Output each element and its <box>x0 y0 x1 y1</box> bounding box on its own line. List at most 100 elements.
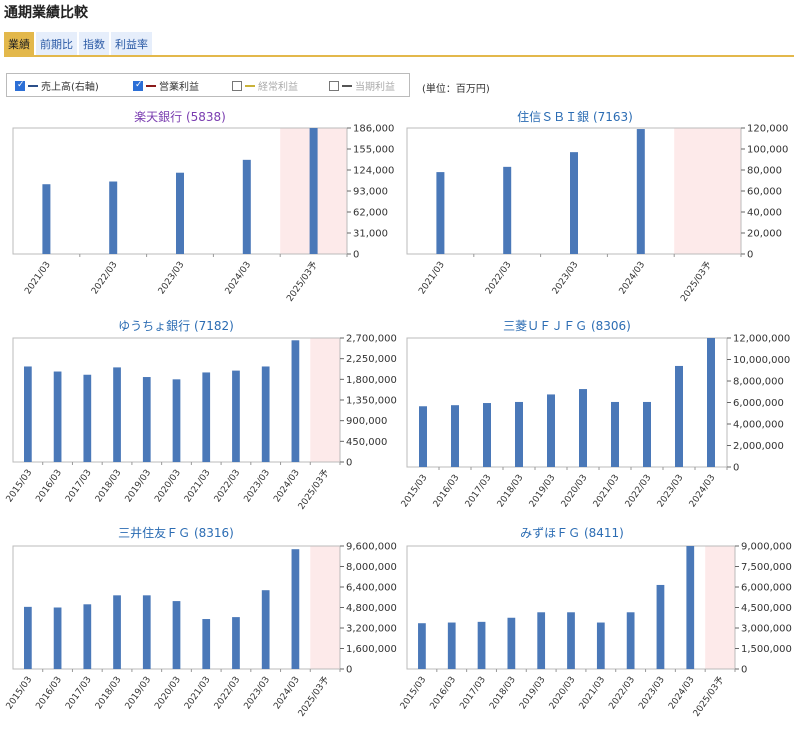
legend-item-operating-profit[interactable]: 営業利益 <box>133 78 199 93</box>
bar <box>686 546 695 669</box>
operating-profit-checkbox[interactable] <box>133 80 143 91</box>
y-tick-label: 1,800,000 <box>346 375 397 386</box>
x-tick-label: 2023/03 <box>243 468 273 504</box>
bar <box>626 612 635 669</box>
y-tick-label: 31,000 <box>353 229 388 240</box>
y-tick-label: 450,000 <box>346 437 387 448</box>
y-tick-label: 6,400,000 <box>346 583 397 594</box>
legend-item-net-profit[interactable]: 当期利益 <box>329 78 395 93</box>
y-tick-label: 9,000,000 <box>741 542 792 553</box>
bar <box>261 366 270 462</box>
y-tick-label: 100,000 <box>747 145 788 156</box>
chart-title: 三井住友ＦＧ (8316) <box>118 526 234 540</box>
net-profit-checkbox[interactable] <box>329 80 339 91</box>
x-tick-label: 2019/03 <box>124 675 154 711</box>
bar <box>83 604 92 669</box>
x-tick-label: 2017/03 <box>458 675 488 711</box>
x-tick-label: 2021/03 <box>183 468 213 504</box>
bar <box>242 159 251 254</box>
bar <box>53 607 62 669</box>
sales-checkbox[interactable] <box>15 80 25 91</box>
chart-panel-0: 楽天銀行 (5838) 186,000 155,000 124,000 93,000 62… <box>12 110 394 304</box>
forecast-region <box>705 546 735 669</box>
y-tick-label: 60,000 <box>747 187 782 198</box>
x-tick-label: 2017/03 <box>64 468 94 504</box>
x-tick-label: 2018/03 <box>94 675 124 711</box>
x-tick-label: 2021/03 <box>23 260 53 296</box>
x-tick-label: 2016/03 <box>34 468 64 504</box>
net-profit-line-swatch <box>342 84 352 87</box>
x-tick-label: 2024/03 <box>272 675 302 711</box>
y-tick-label: 8,000,000 <box>346 562 397 573</box>
x-tick-label: 2020/03 <box>153 468 183 504</box>
y-tick-label: 7,500,000 <box>741 562 792 573</box>
unit-label: (単位：百万円) <box>422 84 490 95</box>
x-tick-label: 2024/03 <box>272 468 302 504</box>
y-tick-label: 62,000 <box>353 208 388 219</box>
bar <box>42 184 51 254</box>
forecast-region <box>674 128 741 254</box>
y-tick-label: 9,600,000 <box>346 542 397 553</box>
sales-line-swatch <box>28 84 38 87</box>
y-tick-label: 1,600,000 <box>346 644 397 655</box>
y-tick-label: 0 <box>733 463 739 474</box>
legend-label-ordinary-profit: 経常利益 <box>258 82 298 93</box>
bar <box>202 619 211 669</box>
x-tick-label: 2023/03 <box>243 675 273 711</box>
bar <box>53 371 62 462</box>
y-tick-label: 1,350,000 <box>346 396 397 407</box>
x-tick-label: 2019/03 <box>528 473 558 509</box>
x-tick-label: 2015/03 <box>399 675 429 711</box>
y-tick-label: 0 <box>747 250 753 261</box>
y-tick-label: 10,000,000 <box>733 355 790 366</box>
bar <box>83 374 92 462</box>
x-tick-label: 2022/03 <box>607 675 637 711</box>
legend-label-net-profit: 当期利益 <box>355 82 395 93</box>
x-tick-label: 2015/03 <box>5 468 35 504</box>
tab-index[interactable]: 指数 <box>79 32 109 56</box>
bar <box>309 128 318 254</box>
legend-label-operating-profit: 営業利益 <box>159 82 199 93</box>
y-tick-label: 4,800,000 <box>346 603 397 614</box>
bar <box>707 338 715 467</box>
x-tick-label: 2023/03 <box>157 260 187 296</box>
tab-underline <box>4 55 794 57</box>
ordinary-profit-checkbox[interactable] <box>232 80 242 91</box>
bar <box>142 595 151 669</box>
x-tick-label: 2016/03 <box>432 473 462 509</box>
legend-item-sales[interactable]: 売上高(右軸) <box>15 78 99 93</box>
y-tick-label: 0 <box>741 665 747 676</box>
chart-panel-3: 三菱ＵＦＪＦＧ (8306) 12,000,000 10,000,000 8,000,… <box>400 319 790 509</box>
y-tick-label: 8,000,000 <box>733 377 784 388</box>
bar <box>176 172 184 254</box>
tab-yoy[interactable]: 前期比 <box>36 32 77 56</box>
bar <box>567 612 575 669</box>
x-tick-label: 2022/03 <box>484 260 514 296</box>
bar <box>675 365 683 467</box>
x-tick-label: 2019/03 <box>518 675 548 711</box>
y-tick-label: 155,000 <box>353 145 394 156</box>
chart-title: 三菱ＵＦＪＦＧ (8306) <box>503 319 631 333</box>
bar <box>611 401 619 467</box>
bar <box>202 372 211 462</box>
bar <box>537 612 546 669</box>
chart-panel-1: 住信ＳＢＩ銀 (7163) 120,000 100,000 80,000 60,000 4… <box>406 110 788 304</box>
legend-label-sales: 売上高(右軸) <box>41 82 99 93</box>
chart-panel-2: ゆうちょ銀行 (7182) 2,700,000 2,250,000 1,800,000… <box>5 319 397 512</box>
x-tick-label: 2023/03 <box>656 473 686 509</box>
y-tick-label: 2,700,000 <box>346 334 397 345</box>
x-tick-label: 2021/03 <box>417 260 447 296</box>
tab-results[interactable]: 業績 <box>4 32 34 56</box>
tab-margin[interactable]: 利益率 <box>111 32 152 56</box>
bar <box>261 590 270 669</box>
y-tick-label: 124,000 <box>353 166 394 177</box>
x-tick-label: 2020/03 <box>560 473 590 509</box>
legend-item-ordinary-profit[interactable]: 経常利益 <box>232 78 298 93</box>
y-tick-label: 2,000,000 <box>733 441 784 452</box>
x-tick-label: 2022/03 <box>213 468 243 504</box>
y-tick-label: 20,000 <box>747 229 782 240</box>
bar <box>451 405 459 467</box>
forecast-region <box>310 338 340 462</box>
bar <box>656 584 665 669</box>
bar <box>419 406 427 467</box>
